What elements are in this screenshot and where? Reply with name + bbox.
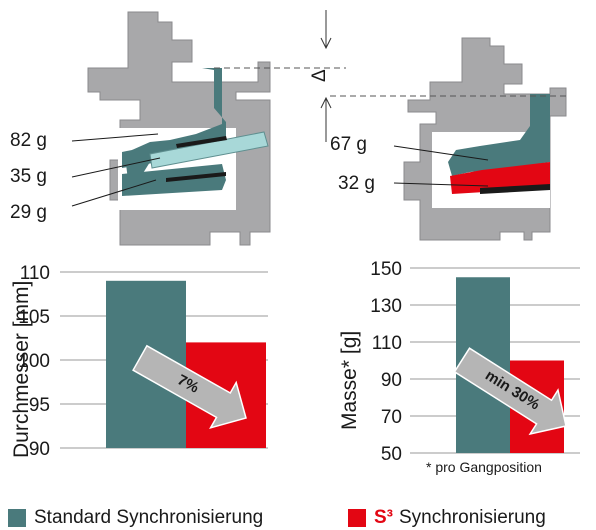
label-32g: 32 g [338, 173, 375, 194]
standard-friction-strip-top [176, 136, 227, 148]
label-67g: 67 g [330, 134, 367, 155]
legend-standard-label: Standard Synchronisierung [34, 507, 264, 528]
y-tick-label: 90 [29, 439, 50, 460]
mass-footnote: * pro Gangposition [426, 459, 542, 475]
y-tick-label: 110 [372, 333, 402, 354]
standard-friction-strip-bottom [166, 172, 226, 182]
y-tick-label: 90 [381, 370, 402, 391]
mass-chart: Masse* [g] * pro Gangposition 150 130 110 9… [338, 259, 580, 475]
s3-cross-section [403, 37, 567, 241]
label-29g: 29 g [10, 202, 47, 223]
diagram-labels: 82 g 35 g 29 g 67 g 32 g [10, 130, 489, 223]
legend-s3-swatch [348, 509, 366, 527]
y-tick-label: 105 [18, 307, 50, 328]
mass-axis-title: Masse* [g] [338, 331, 361, 430]
y-tick-label: 110 [20, 263, 50, 284]
y-tick-label: 130 [370, 296, 402, 317]
y-tick-label: 150 [370, 259, 402, 280]
reduction-arrow [132, 344, 247, 430]
standard-cross-section [87, 11, 271, 246]
legend-standard: Standard Synchronisierung [8, 506, 263, 530]
reduction-arrow [453, 347, 567, 436]
legend-s3: S³ Synchronisierung [348, 506, 546, 530]
y-tick-label: 50 [381, 444, 402, 465]
label-35g: 35 g [10, 166, 47, 187]
s3-ring-outer [448, 94, 550, 176]
legend-standard-swatch [8, 509, 26, 527]
s3-friction-strip [480, 184, 550, 194]
diameter-axis-title: Durchmesser [mm] [10, 281, 33, 458]
y-tick-label: 95 [29, 395, 50, 416]
delta-symbol: Δ [309, 69, 330, 82]
delta-indicator: Δ [214, 10, 566, 142]
label-82g: 82 g [10, 130, 47, 151]
y-tick-label: 70 [381, 407, 402, 428]
legend-s3-label: Synchronisierung [399, 507, 546, 528]
s3-logo: S³ [374, 507, 393, 528]
y-tick-label: 100 [18, 351, 50, 372]
